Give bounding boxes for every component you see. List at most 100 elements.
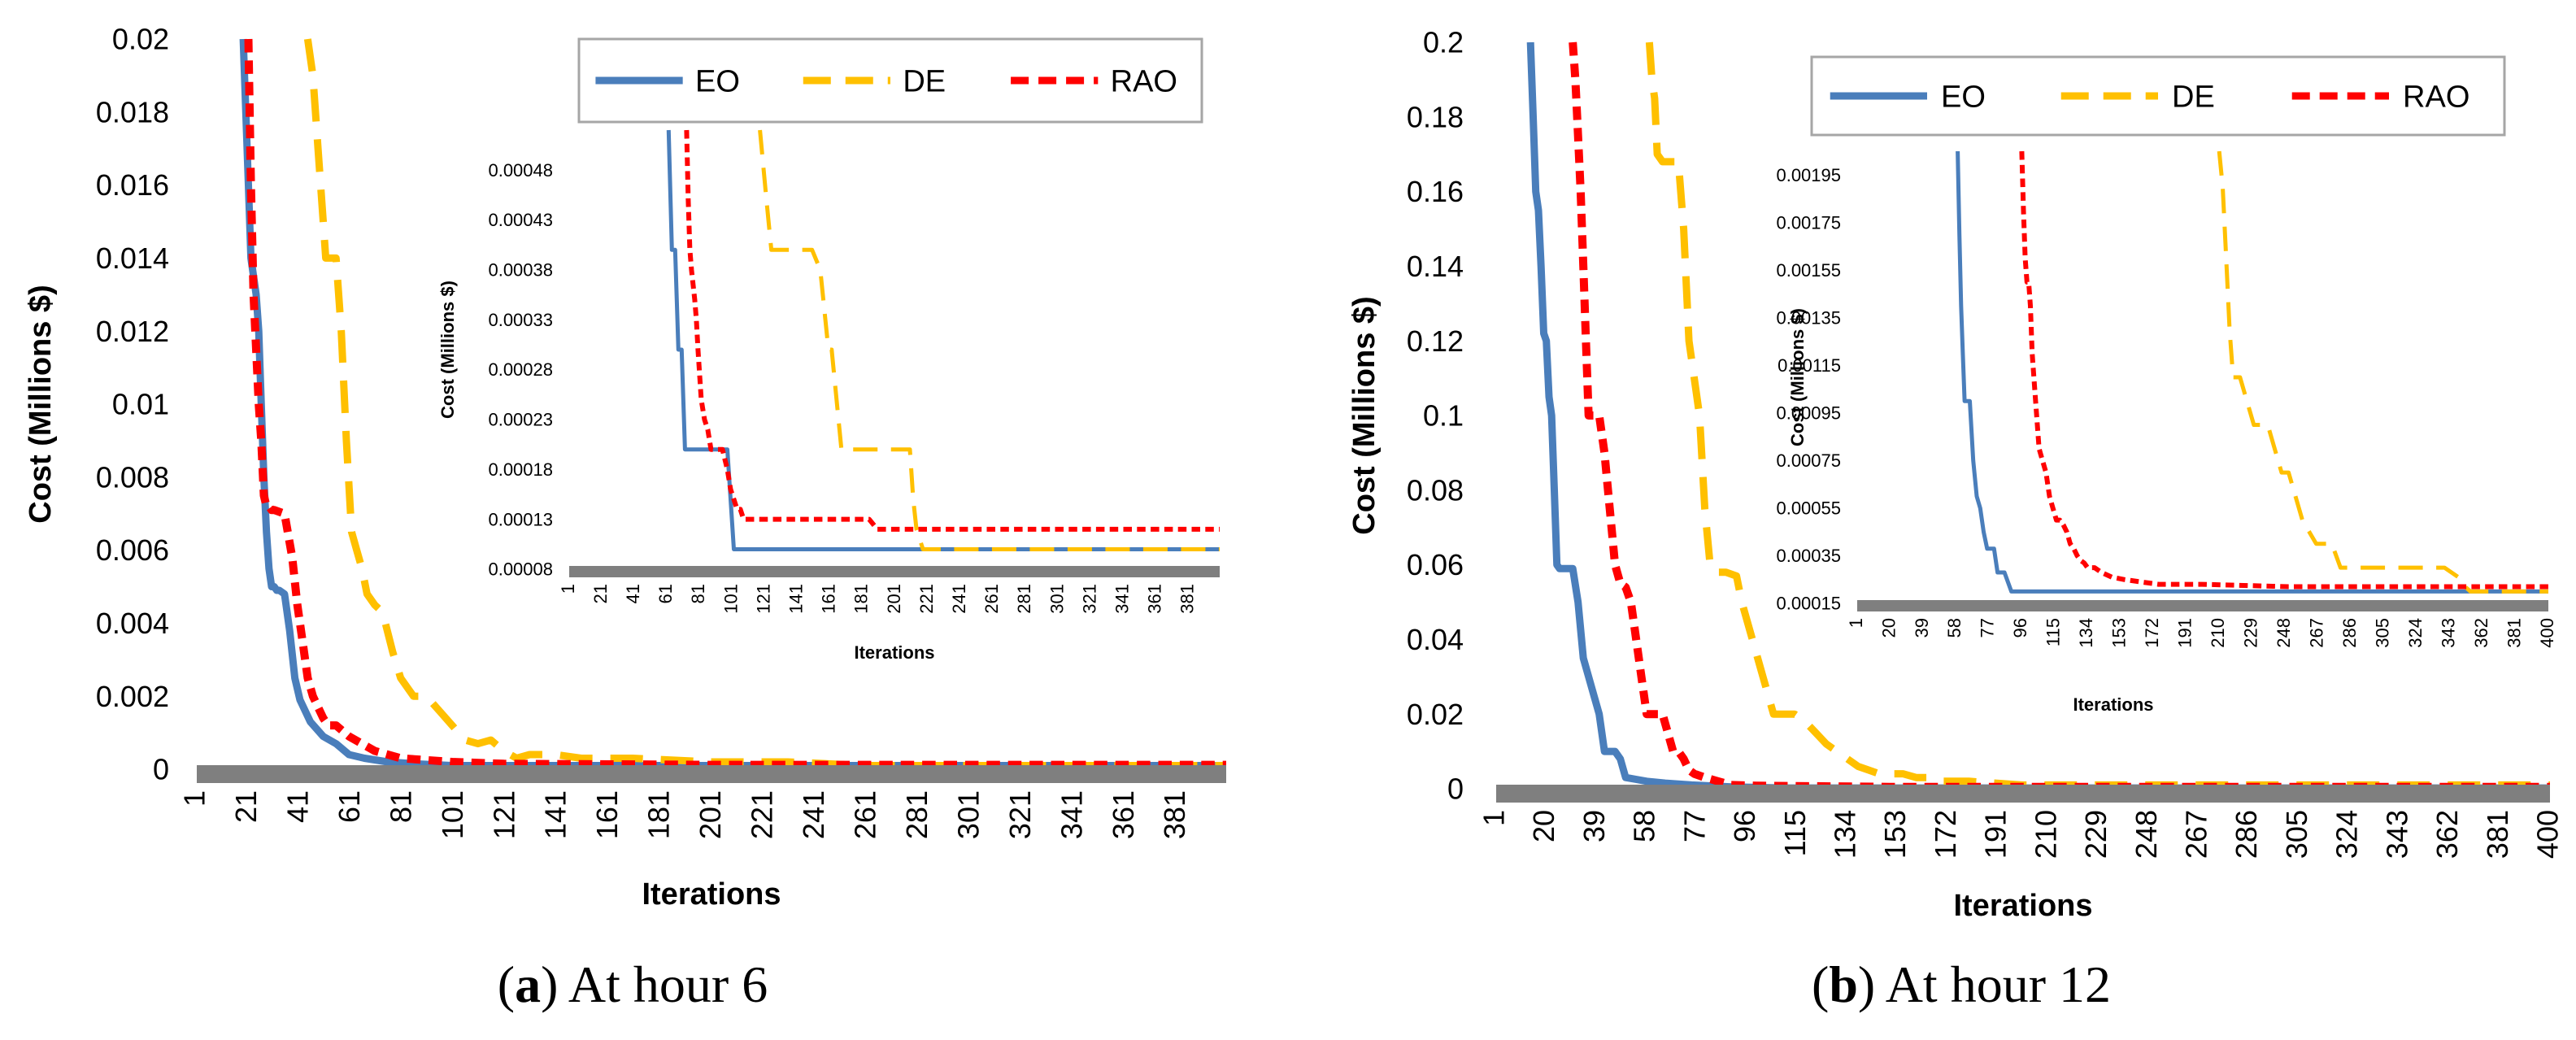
y-tick-label: 0.012 — [96, 315, 169, 348]
caption-text: ) At hour 6 — [541, 955, 768, 1013]
legend: EO DE RAO — [1810, 55, 2506, 137]
y-axis-label: Cost (Millions $) — [437, 281, 458, 419]
y-tick-label: 0.008 — [96, 460, 169, 494]
series-line-de — [758, 129, 1220, 551]
x-tick-label: 241 — [949, 584, 969, 614]
x-tick-label: 1 — [1477, 810, 1511, 826]
x-tick-label: 343 — [2380, 810, 2413, 859]
y-tick-label: 0.00015 — [1776, 594, 1841, 614]
x-tick-label: 181 — [642, 790, 676, 839]
series-line-rao — [244, 38, 1226, 769]
x-tick-label: 362 — [2471, 618, 2491, 648]
y-tick-label: 0.02 — [112, 23, 169, 56]
x-tick-label: 267 — [2306, 618, 2326, 648]
x-tick-label: 400 — [2537, 618, 2557, 648]
x-axis-baseline — [1857, 600, 2548, 611]
plot-hour6-main: 0 0.002 0.004 0.006 0.008 0.01 0.012 0.014 0.016… — [24, 23, 1226, 912]
y-tick-label: 0.1 — [1423, 399, 1464, 433]
x-tick-label: 191 — [2175, 618, 2195, 648]
x-tick-label: 248 — [2274, 618, 2294, 648]
x-tick-label: 1 — [1846, 618, 1866, 628]
x-axis-label: Iterations — [1953, 889, 2092, 923]
y-tick-label: 0.00135 — [1776, 308, 1841, 329]
y-tick-label: 0.014 — [96, 242, 169, 275]
x-tick-label: 261 — [848, 790, 881, 839]
x-tick-label: 201 — [884, 584, 904, 614]
caption-open-paren: ( — [498, 955, 515, 1013]
y-axis-label: Cost (Millions $) — [24, 285, 58, 523]
x-tick-label: 241 — [797, 790, 830, 839]
x-tick-label: 181 — [851, 584, 872, 614]
x-tick-label: 229 — [2241, 618, 2261, 648]
legend-label-rao: RAO — [1111, 65, 1177, 99]
x-tick-label: 324 — [2330, 810, 2364, 859]
x-tick-label: 301 — [951, 790, 985, 839]
x-tick-label: 343 — [2438, 618, 2458, 648]
plot-hour6-inset: 0.00008 0.00013 0.00018 0.00023 0.00028 0.000… — [437, 129, 1220, 663]
x-axis-baseline — [569, 566, 1220, 577]
x-tick-label: 210 — [2029, 810, 2062, 859]
y-tick-label: 0.00095 — [1776, 403, 1841, 424]
legend-label-eo: EO — [1941, 81, 1986, 115]
x-tick-label: 41 — [281, 790, 314, 823]
y-tick-label: 0.00018 — [488, 459, 553, 480]
y-tick-label: 0.00013 — [488, 509, 553, 529]
x-tick-label: 324 — [2405, 618, 2426, 648]
x-tick-label: 21 — [590, 584, 611, 603]
panel-caption: (b) At hour 12 — [1812, 955, 2111, 1013]
x-tick-label: 201 — [694, 790, 727, 839]
x-tick-label: 362 — [2430, 810, 2464, 859]
x-tick-label: 221 — [746, 790, 779, 839]
y-tick-label: 0.00028 — [488, 359, 553, 380]
x-tick-label: 161 — [819, 584, 839, 614]
y-tick-label: 0.12 — [1407, 324, 1464, 358]
x-tick-label: 381 — [1158, 790, 1191, 839]
y-tick-label: 0.16 — [1407, 175, 1464, 208]
x-tick-label: 321 — [1003, 790, 1037, 839]
x-tick-label: 39 — [1912, 618, 1932, 637]
y-tick-label: 0.00155 — [1776, 260, 1841, 281]
y-tick-label: 0.04 — [1407, 623, 1464, 656]
x-tick-label: 361 — [1107, 790, 1140, 839]
legend-label-de: DE — [903, 65, 946, 99]
x-tick-label: 381 — [2504, 618, 2524, 648]
y-tick-label: 0.02 — [1407, 698, 1464, 731]
x-tick-label: 221 — [916, 584, 937, 614]
x-tick-label: 101 — [436, 790, 469, 839]
x-tick-label: 361 — [1145, 584, 1165, 614]
x-tick-label: 96 — [1728, 810, 1761, 842]
x-tick-label: 1 — [558, 584, 578, 594]
x-tick-label: 400 — [2531, 810, 2565, 859]
x-axis-label: Iterations — [2073, 694, 2153, 715]
x-tick-label: 77 — [1677, 810, 1711, 842]
x-tick-label: 39 — [1577, 810, 1611, 842]
x-tick-label: 58 — [1944, 618, 1965, 637]
x-tick-label: 134 — [2076, 618, 2096, 648]
series-line-de — [1645, 41, 2550, 789]
panel-caption: (a) At hour 6 — [498, 955, 768, 1013]
y-axis-label: Cost (Millions $) — [1787, 308, 1808, 446]
legend-label-rao: RAO — [2403, 81, 2469, 115]
x-tick-label: 305 — [2372, 618, 2392, 648]
y-tick-label: 0.00115 — [1778, 355, 1841, 376]
series-line-eo — [666, 129, 1220, 551]
y-tick-label: 0 — [1447, 772, 1464, 806]
y-tick-label: 0.00033 — [488, 310, 553, 330]
y-tick-label: 0.006 — [96, 533, 169, 567]
x-tick-label: 21 — [229, 790, 263, 823]
y-tick-label: 0.08 — [1407, 473, 1464, 507]
y-tick-label: 0.18 — [1407, 100, 1464, 133]
x-tick-label: 41 — [623, 584, 643, 603]
x-tick-label: 153 — [1878, 810, 1912, 859]
x-tick-label: 301 — [1046, 584, 1067, 614]
x-tick-label: 115 — [2043, 618, 2064, 646]
x-tick-label: 267 — [2180, 810, 2213, 859]
x-tick-label: 121 — [487, 790, 520, 839]
x-tick-label: 101 — [720, 584, 741, 614]
x-tick-label: 281 — [900, 790, 933, 839]
x-tick-label: 20 — [1527, 810, 1560, 842]
y-tick-label: 0.00195 — [1776, 165, 1841, 185]
x-tick-label: 191 — [1979, 810, 2012, 859]
legend: EO DE RAO — [577, 37, 1203, 124]
y-tick-label: 0 — [153, 753, 169, 786]
